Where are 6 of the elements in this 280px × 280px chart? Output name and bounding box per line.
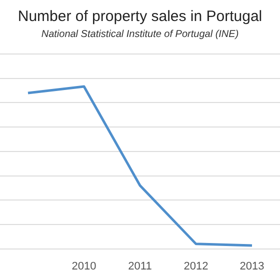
x-tick-label: 2011 — [128, 260, 152, 272]
chart-subtitle: National Statistical Institute of Portugal (INE) — [41, 28, 239, 40]
x-tick-label: 2013 — [240, 260, 264, 272]
chart-title: Number of property sales in Portugal — [18, 8, 262, 26]
x-tick-label: 2010 — [72, 260, 96, 272]
x-tick-label: 2012 — [184, 260, 208, 272]
